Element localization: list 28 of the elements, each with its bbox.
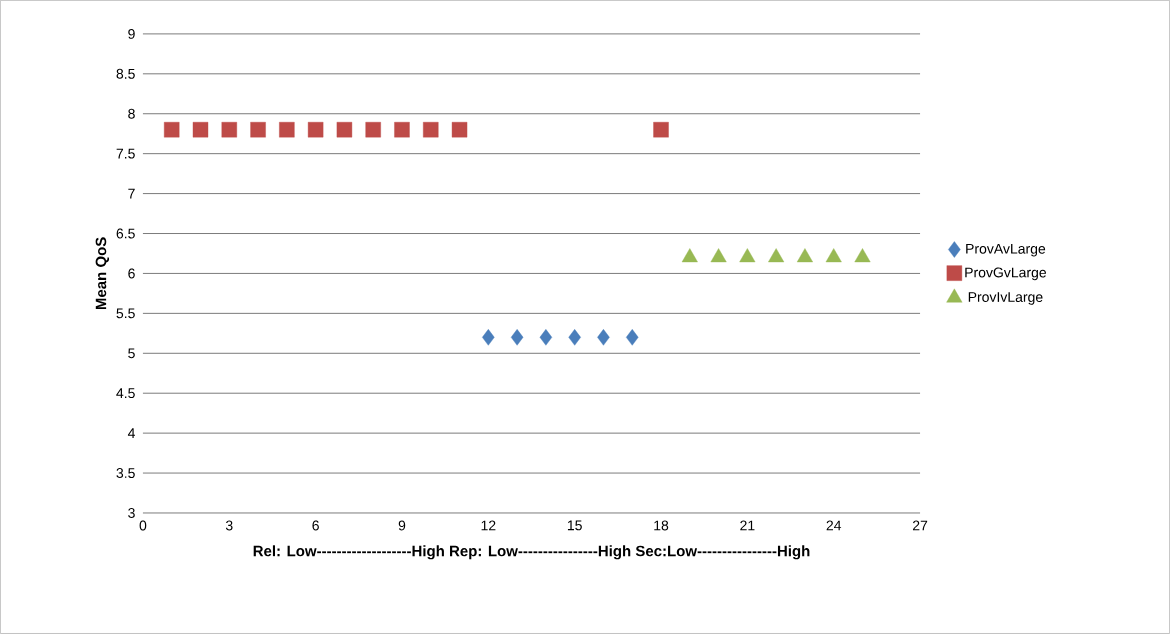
y-tick-label: 8 — [128, 108, 135, 119]
legend-label: ProvIvLarge — [968, 292, 1043, 305]
x-tick-label: 0 — [139, 520, 147, 531]
y-tick-label: 7.5 — [116, 148, 135, 159]
y-tick-label: 6 — [128, 268, 135, 279]
legend-label: ProvGvLarge — [965, 267, 1047, 281]
x-tick-label: 12 — [481, 520, 496, 531]
y-tick-label: 4.5 — [116, 388, 135, 399]
x-tick-label: 21 — [740, 520, 755, 531]
y-tick-label: 6.5 — [116, 228, 135, 239]
y-tick-label: 5 — [128, 348, 135, 359]
y-tick-label: 7 — [128, 188, 135, 199]
y-tick-label: 5.5 — [116, 308, 135, 319]
y-tick-label: 9 — [128, 28, 135, 39]
y-tick-label: 4 — [127, 428, 135, 438]
x-tick-label: 24 — [826, 520, 842, 531]
x-tick-label: 6 — [312, 520, 319, 531]
x-tick-label: 27 — [912, 520, 928, 531]
legend-label: ProvAvLarge — [966, 244, 1046, 257]
x-tick-label: 3 — [225, 520, 233, 531]
x-tick-label: 9 — [398, 520, 406, 531]
y-tick-label: 3.5 — [116, 468, 135, 479]
y-tick-label: 8.5 — [116, 68, 135, 79]
y-axis-title: Mean QoS — [95, 237, 110, 310]
y-tick-label: 3 — [128, 508, 135, 518]
x-tick-label: 15 — [567, 520, 582, 531]
x-axis-title: Rel: Low-------------------High Rep: Low----------------High Sec:Low----------------High — [253, 545, 810, 560]
x-tick-label: 18 — [654, 520, 669, 531]
